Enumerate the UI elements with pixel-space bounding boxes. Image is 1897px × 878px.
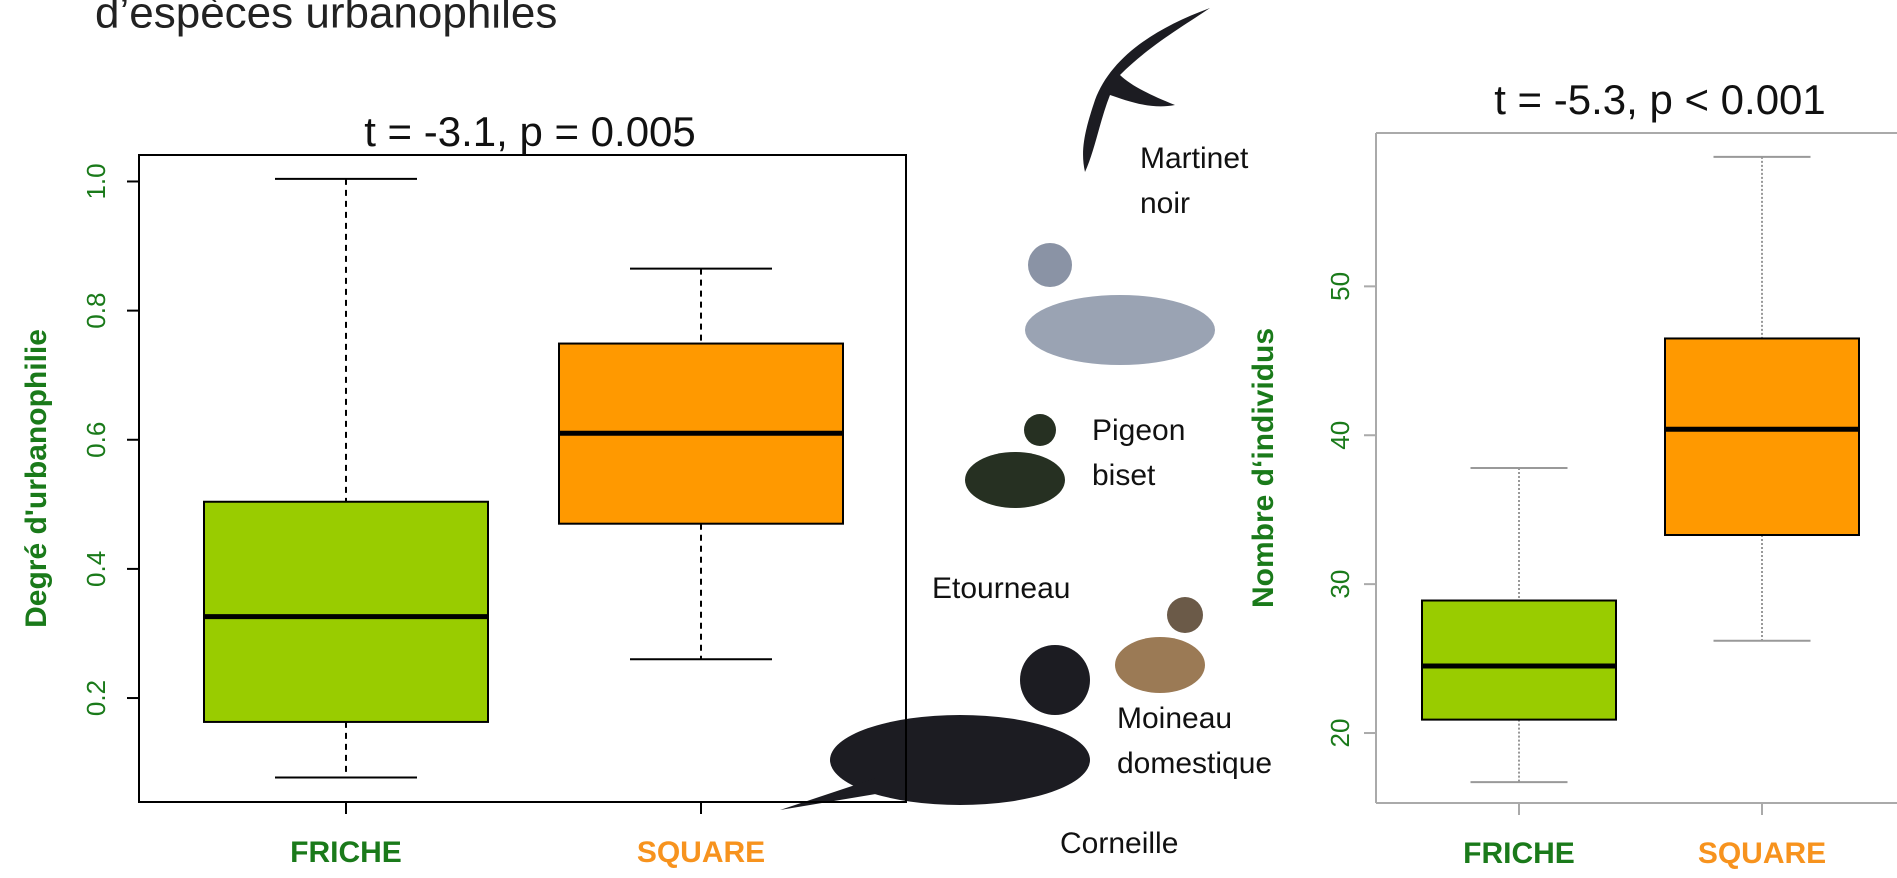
bird-illustrations [780, 8, 1215, 810]
y-tick-label: 0.6 [81, 422, 111, 458]
bird-label: noir [1140, 187, 1190, 220]
chart-title: t = -3.1, p = 0.005 [364, 108, 696, 155]
slide-title: d’espèces urbanophiles [95, 0, 557, 38]
x-tick-label: FRICHE [1463, 837, 1575, 870]
y-tick-label: 50 [1325, 272, 1355, 301]
bird-label: Martinet [1140, 142, 1249, 175]
x-tick-label: SQUARE [1698, 837, 1826, 870]
box [203, 500, 489, 723]
y-axis-label: Nombre d‘individus [1247, 328, 1280, 608]
chart-title: t = -5.3, p < 0.001 [1494, 76, 1826, 123]
y-tick-label: 0.2 [81, 680, 111, 716]
plot-frame [138, 154, 907, 803]
bird-label: Pigeon [1092, 414, 1185, 447]
y-axis-label: Degré d'urbanophilie [20, 329, 53, 628]
box [1421, 599, 1617, 721]
bird-label: domestique [1117, 747, 1272, 780]
y-tick-label: 1.0 [81, 163, 111, 199]
bird-label: biset [1092, 459, 1156, 492]
y-tick-label: 0.4 [81, 551, 111, 587]
y-tick-label: 0.8 [81, 293, 111, 329]
x-tick-label: FRICHE [290, 836, 402, 869]
x-tick-label: SQUARE [637, 836, 765, 869]
bird-label: Corneille [1060, 827, 1178, 860]
y-tick-label: 40 [1325, 421, 1355, 450]
y-tick-label: 30 [1325, 570, 1355, 599]
y-tick-label: 20 [1325, 719, 1355, 748]
bird-label: Moineau [1117, 702, 1232, 735]
bird-label: Etourneau [932, 572, 1070, 605]
box [1664, 337, 1860, 537]
